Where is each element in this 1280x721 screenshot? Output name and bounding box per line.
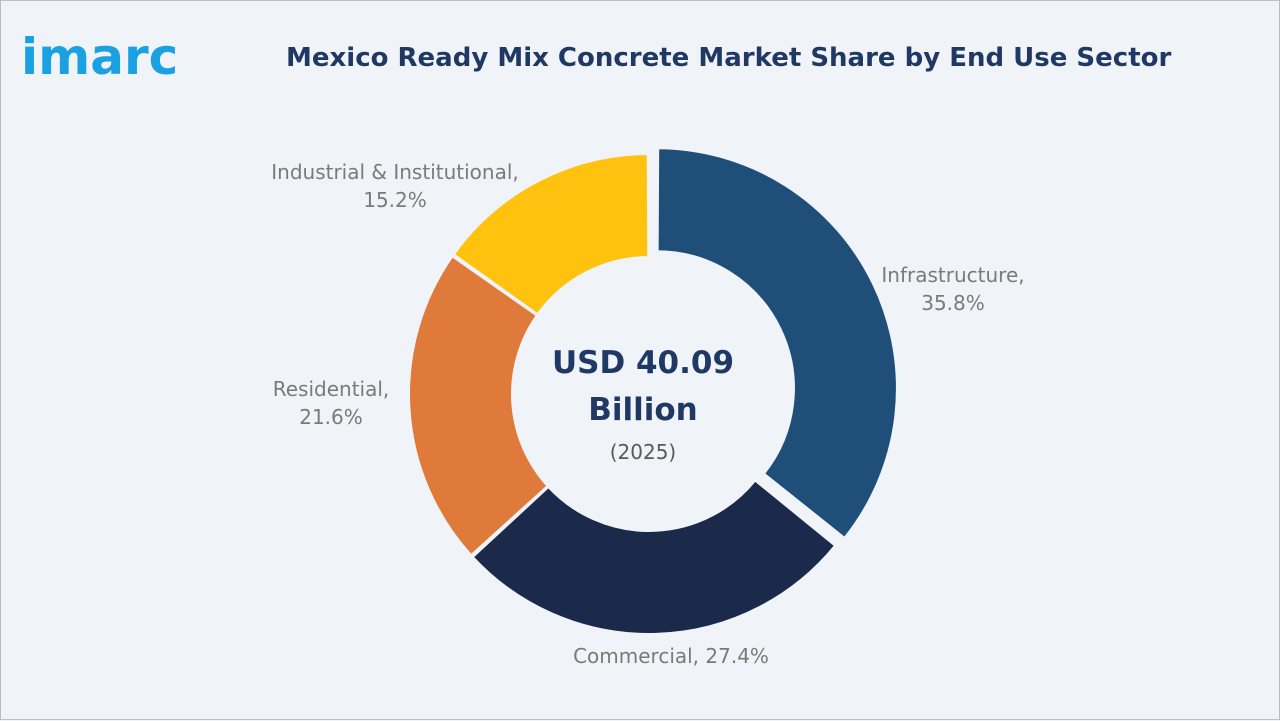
slice-label-1-line2: 35.8% <box>921 291 985 315</box>
chart-title: Mexico Ready Mix Concrete Market Share b… <box>286 43 1172 73</box>
slice-label-4-line1: Industrial & Institutional, <box>271 160 519 184</box>
center-year: (2025) <box>610 440 677 464</box>
imarc-logo: imarc <box>21 19 211 89</box>
center-value-line1: USD 40.09 <box>552 345 734 381</box>
slice-label-3-line1: Residential, <box>273 377 390 401</box>
donut-slices <box>408 147 898 635</box>
imarc-logo-graphic: imarc <box>21 28 178 86</box>
donut-slice-infrastructure <box>656 147 898 540</box>
donut-slice-industrial-institutional <box>452 152 650 316</box>
donut-slice-residential <box>408 255 549 557</box>
logo-text: imarc <box>21 28 178 86</box>
donut-slice-commercial <box>471 479 837 635</box>
slice-label-1-line1: Infrastructure, <box>881 263 1024 287</box>
slice-label-4-line2: 15.2% <box>363 188 427 212</box>
center-label: USD 40.09 Billion (2025) <box>552 345 734 464</box>
center-value-line2: Billion <box>588 392 698 428</box>
slice-label-2-line1: Commercial, 27.4% <box>573 644 769 668</box>
slice-labels: Infrastructure, 35.8% Commercial, 27.4% Res… <box>271 160 1024 668</box>
slice-label-3-line2: 21.6% <box>299 405 363 429</box>
